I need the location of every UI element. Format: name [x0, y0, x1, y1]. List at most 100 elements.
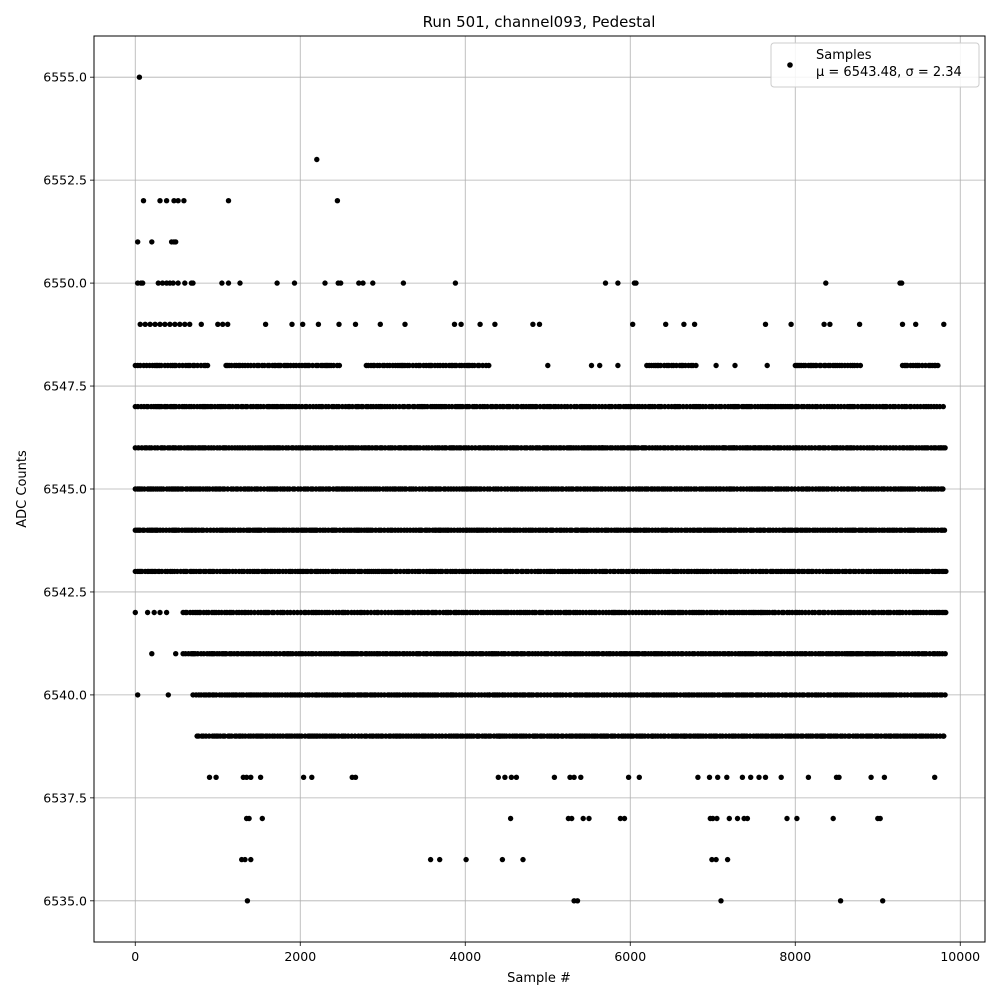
- data-point: [314, 692, 320, 698]
- data-point: [165, 692, 171, 698]
- data-point: [764, 362, 770, 369]
- data-point: [744, 815, 751, 822]
- data-point: [784, 815, 790, 822]
- data-point: [360, 280, 366, 286]
- data-point: [324, 692, 331, 698]
- data-point: [497, 733, 503, 739]
- data-point: [880, 898, 886, 904]
- data-point: [257, 774, 264, 780]
- data-point: [157, 198, 163, 204]
- data-point: [220, 321, 226, 327]
- data-point: [336, 321, 342, 327]
- data-point: [136, 74, 143, 80]
- data-point: [718, 898, 724, 904]
- data-point: [162, 321, 168, 327]
- data-point: [778, 774, 784, 780]
- data-point: [513, 774, 520, 780]
- data-point: [177, 321, 183, 327]
- legend: Samples μ = 6543.48, σ = 2.34: [770, 42, 980, 88]
- data-point: [149, 651, 155, 657]
- data-point: [743, 527, 750, 533]
- data-point: [296, 692, 303, 698]
- data-point: [495, 774, 501, 780]
- legend-box: [770, 42, 980, 88]
- data-point: [731, 445, 737, 451]
- x-tick-label: 0: [131, 949, 139, 964]
- data-point: [135, 239, 141, 245]
- data-point: [502, 774, 508, 780]
- data-point: [617, 815, 624, 822]
- data-point: [574, 898, 581, 904]
- data-point: [821, 321, 827, 327]
- data-point: [636, 774, 642, 780]
- data-point: [621, 815, 628, 822]
- data-point: [330, 692, 336, 698]
- data-point: [682, 733, 688, 739]
- data-point: [486, 692, 492, 698]
- data-point: [259, 815, 265, 822]
- legend-label-stats: μ = 6543.48, σ = 2.34: [816, 65, 962, 80]
- data-point: [492, 321, 498, 327]
- y-tick-label: 6537.5: [43, 790, 87, 805]
- data-point: [734, 815, 741, 822]
- data-point: [190, 280, 196, 286]
- data-point: [899, 280, 905, 286]
- data-point: [173, 239, 179, 245]
- data-point: [856, 321, 863, 327]
- legend-marker: [787, 62, 793, 68]
- data-point: [144, 609, 151, 616]
- data-point: [452, 280, 459, 286]
- data-point: [599, 445, 605, 451]
- data-point: [713, 856, 719, 863]
- data-point: [204, 362, 211, 369]
- data-point: [400, 280, 407, 286]
- data-point: [941, 527, 948, 533]
- data-point: [152, 321, 158, 327]
- data-point: [830, 815, 836, 822]
- x-tick-label: 10000: [940, 949, 980, 964]
- data-point: [868, 774, 874, 780]
- data-point: [732, 362, 738, 369]
- data-point: [206, 774, 213, 780]
- data-point: [402, 321, 408, 327]
- data-point: [157, 609, 163, 616]
- data-point: [747, 403, 753, 410]
- data-point: [187, 321, 193, 327]
- data-point: [477, 321, 483, 327]
- data-point: [149, 239, 155, 245]
- data-point: [709, 856, 715, 863]
- data-point: [805, 774, 812, 780]
- y-tick-label: 6542.5: [43, 584, 87, 599]
- data-point: [857, 362, 864, 369]
- data-point: [463, 856, 469, 863]
- data-point: [571, 774, 577, 780]
- data-point: [262, 321, 269, 327]
- data-point: [827, 321, 833, 327]
- data-point: [334, 198, 341, 204]
- data-point: [942, 692, 948, 698]
- data-point: [173, 651, 179, 657]
- data-point: [833, 733, 839, 739]
- x-axis-ticks: 0 2000 4000 6000 8000 10000: [131, 942, 980, 964]
- data-point: [649, 733, 656, 739]
- data-point: [943, 568, 949, 575]
- data-point: [932, 774, 938, 780]
- y-axis-label: ADC Counts: [15, 450, 30, 528]
- data-point: [582, 733, 588, 739]
- data-point: [393, 733, 399, 739]
- data-point: [182, 321, 188, 327]
- data-point: [615, 280, 621, 286]
- data-point: [942, 651, 948, 657]
- data-point: [315, 321, 322, 327]
- data-point: [508, 774, 515, 780]
- data-point: [940, 486, 946, 492]
- data-point: [888, 733, 894, 739]
- data-point: [507, 815, 514, 822]
- data-point: [914, 362, 921, 369]
- data-point: [836, 774, 842, 780]
- data-point: [536, 321, 543, 327]
- data-point: [314, 156, 320, 163]
- data-point: [941, 733, 947, 739]
- data-point: [198, 321, 204, 327]
